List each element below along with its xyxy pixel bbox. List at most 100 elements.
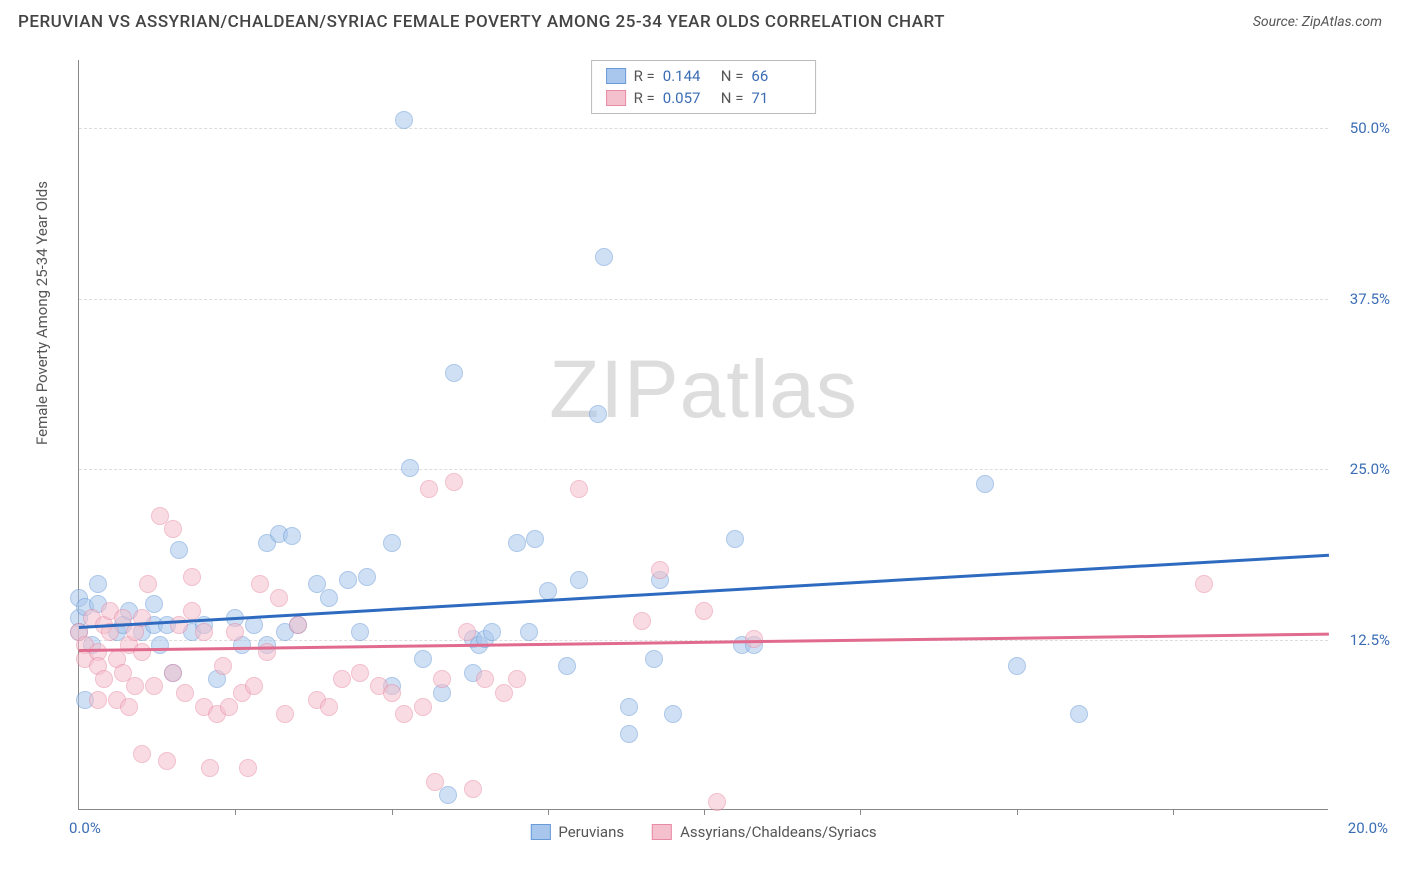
data-point: [595, 248, 613, 266]
data-point: [439, 786, 457, 804]
data-point: [558, 657, 576, 675]
data-point: [445, 364, 463, 382]
y-tick-label: 37.5%: [1350, 290, 1390, 308]
x-tick: [1173, 809, 1174, 815]
scatter-plot: ZIPatlas 0.0% 20.0% R =0.144N =66R =0.05…: [78, 60, 1328, 810]
chart-area: Female Poverty Among 25-34 Year Olds ZIP…: [50, 50, 1390, 840]
data-point: [426, 773, 444, 791]
data-point: [708, 793, 726, 811]
y-tick-label: 25.0%: [1350, 460, 1390, 478]
chart-title: PERUVIAN VS ASSYRIAN/CHALDEAN/SYRIAC FEM…: [18, 12, 945, 32]
data-point: [201, 759, 219, 777]
x-max-label: 20.0%: [1348, 819, 1388, 837]
x-tick: [704, 809, 705, 815]
data-point: [289, 616, 307, 634]
x-tick: [235, 809, 236, 815]
data-point: [383, 684, 401, 702]
data-point: [570, 480, 588, 498]
data-point: [445, 473, 463, 491]
data-point: [195, 623, 213, 641]
data-point: [395, 111, 413, 129]
data-point: [89, 691, 107, 709]
legend-item: Peruvians: [530, 823, 624, 841]
data-point: [420, 480, 438, 498]
y-tick-label: 50.0%: [1350, 119, 1390, 137]
data-point: [620, 698, 638, 716]
r-value: 0.144: [663, 67, 713, 85]
data-point: [645, 650, 663, 668]
data-point: [520, 623, 538, 641]
gridline: [79, 128, 1328, 129]
data-point: [89, 575, 107, 593]
x-tick: [860, 809, 861, 815]
x-tick: [392, 809, 393, 815]
data-point: [433, 670, 451, 688]
data-point: [726, 530, 744, 548]
y-tick-label: 12.5%: [1350, 631, 1390, 649]
gridline: [79, 469, 1328, 470]
data-point: [276, 705, 294, 723]
data-point: [1070, 705, 1088, 723]
data-point: [164, 664, 182, 682]
legend-swatch: [606, 68, 626, 84]
data-point: [358, 568, 376, 586]
data-point: [383, 534, 401, 552]
data-point: [414, 650, 432, 668]
data-point: [183, 602, 201, 620]
data-point: [508, 670, 526, 688]
legend-label: Peruvians: [558, 823, 624, 841]
data-point: [339, 571, 357, 589]
data-point: [526, 530, 544, 548]
x-tick: [548, 809, 549, 815]
data-point: [401, 459, 419, 477]
gridline: [79, 299, 1328, 300]
r-label: R =: [634, 89, 655, 107]
data-point: [351, 664, 369, 682]
data-point: [239, 759, 257, 777]
data-point: [214, 657, 232, 675]
data-point: [133, 643, 151, 661]
data-point: [695, 602, 713, 620]
r-label: R =: [634, 67, 655, 85]
data-point: [95, 670, 113, 688]
x-tick: [1017, 809, 1018, 815]
data-point: [170, 541, 188, 559]
legend-swatch: [652, 824, 672, 840]
legend-stat-row: R =0.144N =66: [606, 65, 802, 87]
data-point: [126, 677, 144, 695]
source-label: Source: ZipAtlas.com: [1253, 14, 1382, 30]
data-point: [245, 677, 263, 695]
data-point: [395, 705, 413, 723]
data-point: [508, 534, 526, 552]
legend-series: Peruvians Assyrians/Chaldeans/Syriacs: [530, 823, 876, 841]
data-point: [270, 589, 288, 607]
data-point: [483, 623, 501, 641]
data-point: [351, 623, 369, 641]
r-value: 0.057: [663, 89, 713, 107]
data-point: [183, 568, 201, 586]
data-point: [320, 589, 338, 607]
x-origin-label: 0.0%: [69, 819, 101, 837]
legend-item: Assyrians/Chaldeans/Syriacs: [652, 823, 877, 841]
data-point: [139, 575, 157, 593]
data-point: [464, 780, 482, 798]
data-point: [620, 725, 638, 743]
data-point: [333, 670, 351, 688]
n-value: 71: [751, 89, 801, 107]
data-point: [283, 527, 301, 545]
n-value: 66: [751, 67, 801, 85]
data-point: [414, 698, 432, 716]
data-point: [745, 630, 763, 648]
data-point: [226, 623, 244, 641]
y-axis-title: Female Poverty Among 25-34 Year Olds: [33, 181, 51, 445]
data-point: [1008, 657, 1026, 675]
legend-label: Assyrians/Chaldeans/Syriacs: [680, 823, 877, 841]
legend-swatch: [606, 90, 626, 106]
data-point: [1195, 575, 1213, 593]
data-point: [151, 636, 169, 654]
legend-stats: R =0.144N =66R =0.057N =71: [591, 60, 817, 114]
data-point: [145, 677, 163, 695]
data-point: [158, 752, 176, 770]
n-label: N =: [721, 89, 744, 107]
data-point: [458, 623, 476, 641]
